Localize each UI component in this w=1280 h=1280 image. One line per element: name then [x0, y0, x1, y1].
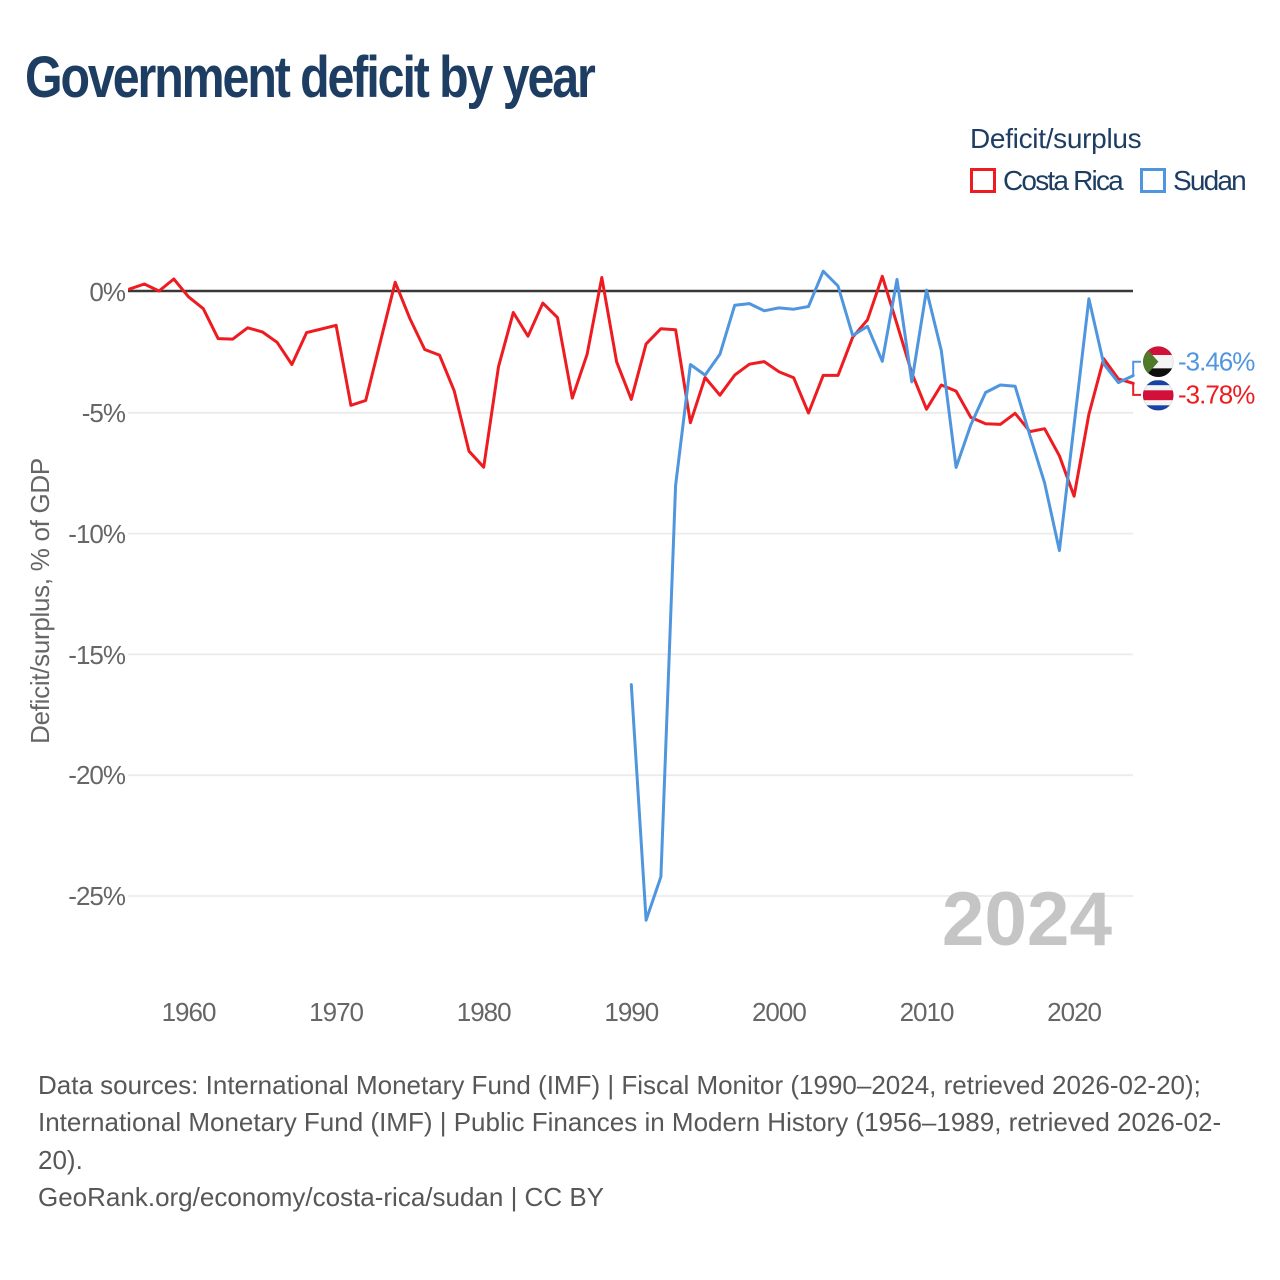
svg-text:-10%: -10% — [68, 519, 126, 549]
svg-text:-25%: -25% — [68, 881, 126, 911]
svg-text:-20%: -20% — [68, 760, 126, 790]
svg-text:1990: 1990 — [604, 997, 658, 1027]
svg-text:2010: 2010 — [900, 997, 954, 1027]
svg-text:2020: 2020 — [1047, 997, 1101, 1027]
svg-text:1970: 1970 — [309, 997, 363, 1027]
svg-text:1960: 1960 — [162, 997, 216, 1027]
svg-text:1980: 1980 — [457, 997, 511, 1027]
svg-text:-5%: -5% — [82, 398, 126, 428]
svg-text:0%: 0% — [89, 277, 125, 307]
svg-text:-3.78%: -3.78% — [1178, 380, 1255, 410]
svg-text:Deficit/surplus, % of GDP: Deficit/surplus, % of GDP — [25, 458, 55, 744]
svg-text:2024: 2024 — [942, 877, 1113, 962]
svg-text:2000: 2000 — [752, 997, 806, 1027]
svg-text:-3.46%: -3.46% — [1178, 347, 1255, 377]
svg-text:-15%: -15% — [68, 640, 126, 670]
